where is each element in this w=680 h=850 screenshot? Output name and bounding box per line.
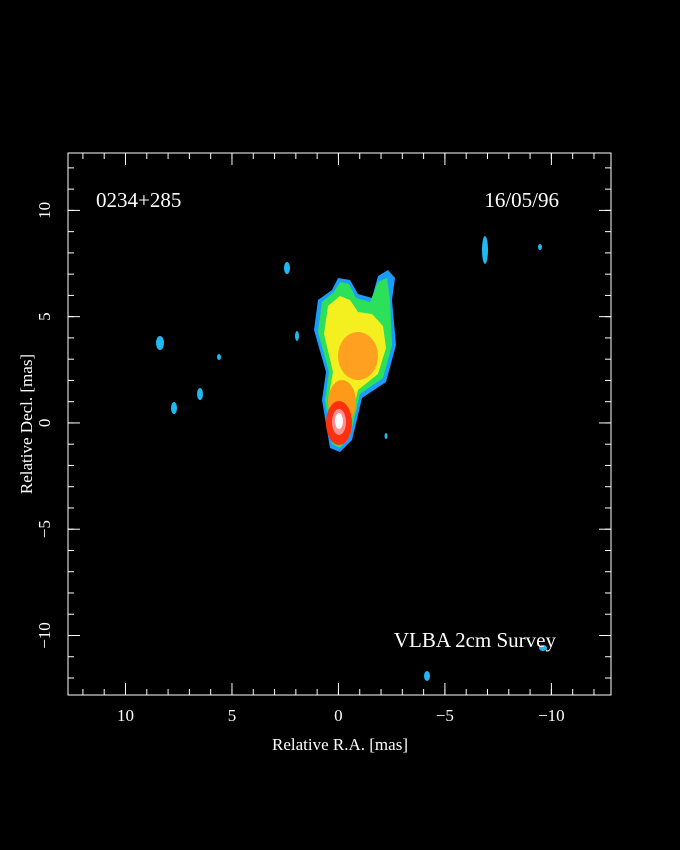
- source-name: 0234+285: [96, 188, 181, 212]
- plot-frame: [67, 152, 612, 696]
- core-peak: [335, 413, 343, 429]
- jet-knot: [338, 332, 378, 380]
- y-tick-label: 10: [35, 202, 54, 219]
- x-tick-label: 10: [117, 706, 134, 725]
- y-tick-label: −5: [35, 520, 54, 538]
- x-tick-label: −10: [538, 706, 565, 725]
- y-tick-label: 5: [35, 312, 54, 321]
- epoch: 16/05/96: [484, 188, 559, 212]
- x-tick-label: 0: [334, 706, 343, 725]
- x-axis-label: Relative R.A. [mas]: [272, 735, 408, 754]
- x-tick-label: 5: [228, 706, 237, 725]
- emission: [156, 236, 547, 681]
- y-tick-label: 0: [35, 419, 54, 428]
- y-axis-label: Relative Decl. [mas]: [17, 354, 36, 494]
- x-tick-label: −5: [436, 706, 454, 725]
- noise-blobs: [156, 236, 547, 681]
- y-tick-label: −10: [35, 622, 54, 649]
- survey-label: VLBA 2cm Survey: [394, 628, 557, 652]
